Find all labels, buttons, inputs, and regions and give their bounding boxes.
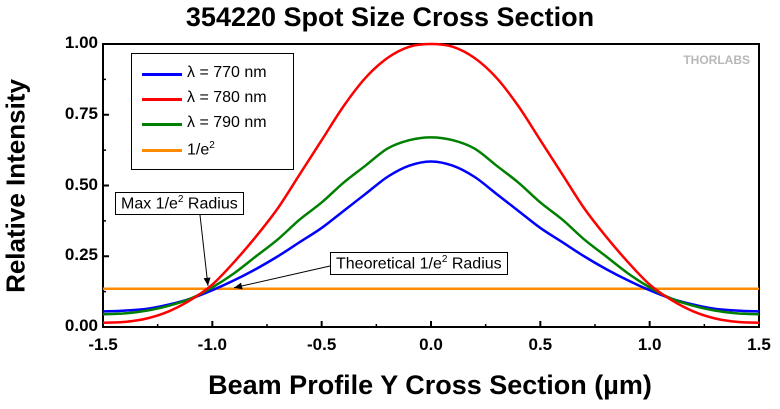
y-tick-label: 0.25 [64,245,98,265]
thorlabs-logo: THORLABS [683,53,750,67]
legend-label-780: λ = 780 nm [187,89,267,106]
legend-swatch-780 [142,98,182,101]
x-tick-label: -1.0 [197,335,227,354]
series-layer [102,42,760,324]
series-line-0 [102,160,760,313]
x-tick-label: -1.5 [88,335,118,354]
arrow-theoretical-radius [233,265,331,290]
x-axis-label: Beam Profile Y Cross Section (µm) [208,370,652,400]
legend-swatch-770 [142,73,182,76]
annotation-theoretical-radius: Theoretical 1/e2 Radius [330,252,508,276]
x-tick-label: 0.5 [528,335,553,354]
legend-swatch-790 [142,123,182,126]
x-tick-label: -0.5 [307,335,337,354]
legend: λ = 770 nm λ = 780 nm λ = 790 nm 1/e2 [131,53,294,170]
annotation-max-radius: Max 1/e2 Radius [115,192,244,216]
legend-label-770: λ = 770 nm [187,64,267,81]
annotation-arrows [199,214,331,290]
legend-label-790: λ = 790 nm [187,114,267,131]
legend-item-790: λ = 790 nm [132,114,292,134]
legend-item-770: λ = 770 nm [132,64,292,84]
x-tick-label: 0.0 [419,335,443,354]
legend-item-780: λ = 780 nm [132,89,292,109]
x-tick-label: 1.5 [747,335,771,354]
y-tick-label: 0.75 [64,103,98,123]
y-axis-label: Relative Intensity [0,79,31,293]
x-tick-label: 1.0 [637,335,662,354]
legend-label-1e2: 1/e2 [187,140,215,159]
y-tick-label: 0.00 [64,316,98,335]
legend-swatch-1e2 [142,149,182,152]
series-line-2 [102,136,760,316]
series-line-1 [102,42,760,324]
y-tick-label: 1.00 [64,33,98,52]
chart-title: 354220 Spot Size Cross Section [185,2,595,32]
legend-item-1e2: 1/e2 [132,140,292,160]
arrow-max-radius [199,214,211,286]
y-tick-label: 0.50 [64,174,98,194]
